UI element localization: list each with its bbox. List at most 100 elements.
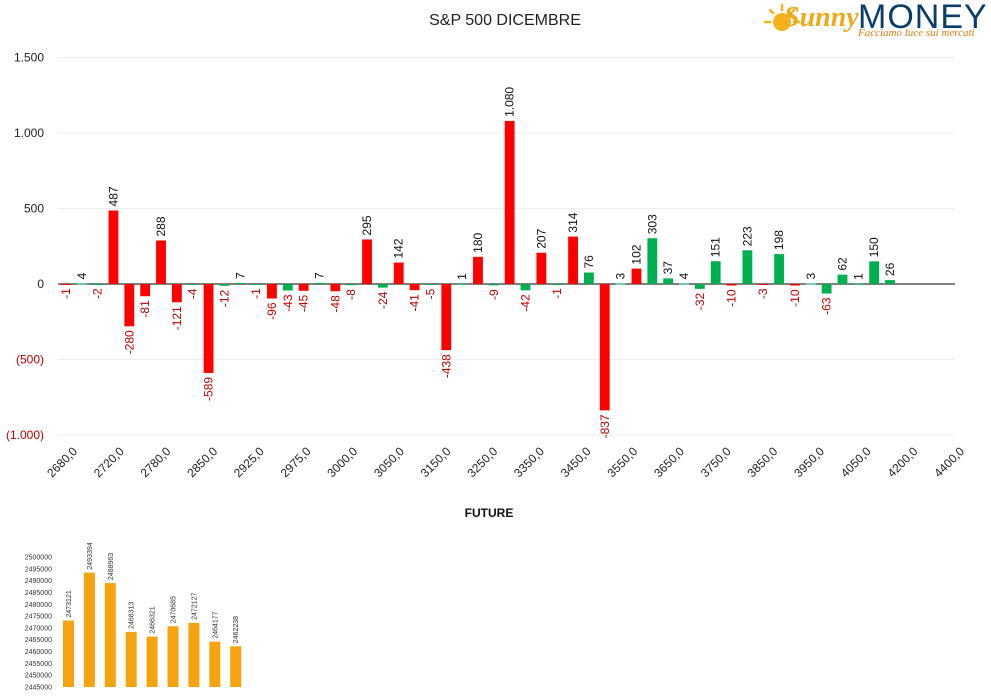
bar-value-label: 62 (835, 257, 849, 271)
bar-value-label: -837 (598, 414, 612, 438)
x-tick-label: 3350,0 (511, 444, 547, 480)
x-tick-label: 3650,0 (651, 444, 687, 480)
bar-value-label: -8 (344, 289, 358, 300)
strike-bar (679, 283, 689, 285)
future-bar (188, 622, 200, 687)
strike-bar (314, 282, 325, 284)
bar-value-label: 1 (455, 273, 469, 280)
x-tick-label: 3450,0 (558, 444, 594, 480)
bar-value-label: 487 (106, 186, 120, 206)
strike-bar (235, 282, 246, 284)
strike-bar (203, 284, 214, 373)
bar-value-label: -3 (756, 288, 770, 299)
strike-bar (92, 284, 103, 285)
strike-bar (790, 284, 800, 286)
strike-bar (425, 284, 436, 285)
future-bar (104, 583, 116, 687)
bar-value-label: 26 (883, 262, 897, 276)
logo-money-text: MONEY (858, 0, 988, 36)
strike-bar (805, 283, 816, 285)
x-tick-label: 3150,0 (418, 444, 454, 480)
bar-value-label: -2 (91, 288, 105, 299)
strike-bar (457, 283, 468, 285)
bar-value-label: -1 (550, 288, 564, 299)
bar-value-label: -24 (376, 291, 390, 309)
future-bar (83, 572, 95, 687)
future-value-label: 2472127 (191, 593, 198, 620)
strike-bar (726, 284, 737, 286)
future-value-label: 2468313 (129, 602, 136, 629)
strike-bar (488, 284, 499, 286)
x-tick-label: 3550,0 (604, 444, 640, 480)
strike-bar (124, 284, 135, 327)
strike-bar (599, 284, 610, 411)
future-y-tick-label: 2455000 (25, 661, 52, 668)
strike-bar (694, 284, 705, 289)
bar-value-label: 314 (566, 212, 580, 232)
future-y-tick-label: 2480000 (25, 602, 52, 609)
strike-bar (536, 252, 547, 284)
bar-value-label: 7 (312, 272, 326, 279)
bar-value-label: 102 (629, 244, 643, 264)
x-tick-label: 3950,0 (791, 444, 827, 480)
bar-value-label: 1 (851, 273, 865, 280)
bar-value-label: 3 (614, 273, 628, 280)
y-tick-label: (500) (16, 353, 44, 367)
bar-value-label: 76 (582, 255, 596, 269)
strike-bar (473, 256, 483, 284)
bar-value-label: -4 (186, 288, 200, 299)
bar-value-label: -41 (408, 294, 422, 312)
future-y-tick-label: 2500000 (25, 555, 52, 562)
bar-value-label: -96 (265, 302, 279, 320)
strike-bar (171, 284, 182, 303)
x-tick-label: 4050,0 (838, 444, 874, 480)
future-bar-chart: 2500000 2495000 2490000 2485000 2480000 24750… (25, 542, 242, 692)
future-y-tick-label: 2470000 (25, 625, 52, 632)
y-tick-label: 1.500 (14, 51, 44, 65)
x-tick-label: 2680,0 (44, 444, 80, 480)
x-tick-label: 4400,0 (931, 444, 967, 480)
strike-bar (156, 240, 166, 284)
strike-bar (330, 284, 341, 292)
bar-value-label: -1 (249, 288, 263, 299)
x-tick-label: 3250,0 (464, 444, 500, 480)
bar-value-label: 142 (392, 238, 406, 258)
y-tick-label: 0 (37, 277, 44, 291)
bar-value-label: -32 (693, 293, 707, 311)
bar-value-label: -63 (820, 297, 834, 315)
future-value-label: 2473121 (66, 590, 73, 617)
future-y-tick-label: 2490000 (25, 578, 52, 585)
future-value-label: 2470685 (171, 596, 178, 623)
y-tick-label: (1.000) (6, 428, 44, 442)
future-y-tick-label: 2475000 (25, 614, 52, 621)
future-bar (146, 636, 158, 687)
future-y-tick-label: 2450000 (25, 673, 52, 680)
bar-value-label: 1.080 (503, 87, 517, 117)
strike-bar (742, 250, 753, 284)
future-bar (167, 626, 179, 687)
bar-value-label: 4 (75, 272, 89, 279)
bar-value-label: -42 (519, 294, 533, 312)
y-tick-label: 500 (24, 202, 44, 216)
bar-value-label: -5 (423, 288, 437, 299)
strike-bar (568, 236, 578, 284)
strike-bar (108, 210, 119, 284)
future-bar (63, 620, 74, 687)
future-bar (230, 646, 242, 687)
strike-bar (76, 283, 87, 285)
strike-bar (885, 280, 895, 284)
x-tick-label: 2850,0 (184, 444, 220, 480)
future-value-label: 2493394 (87, 542, 94, 569)
x-tick-label: 3850,0 (745, 444, 781, 480)
sunny-money-logo: Sunny MONEY Facciamo luce sui mercati (762, 0, 988, 44)
x-tick-label: 2720,0 (91, 444, 127, 480)
future-y-tick-label: 2445000 (25, 685, 52, 692)
bar-value-label: 198 (772, 230, 786, 250)
bar-value-label: -10 (788, 289, 802, 307)
bar-value-label: -9 (487, 289, 501, 300)
strike-bar (869, 261, 880, 284)
bar-value-label: 180 (471, 232, 485, 252)
bar-value-label: 303 (645, 214, 659, 234)
bar-value-label: 150 (867, 237, 881, 257)
strike-bar (758, 284, 769, 285)
